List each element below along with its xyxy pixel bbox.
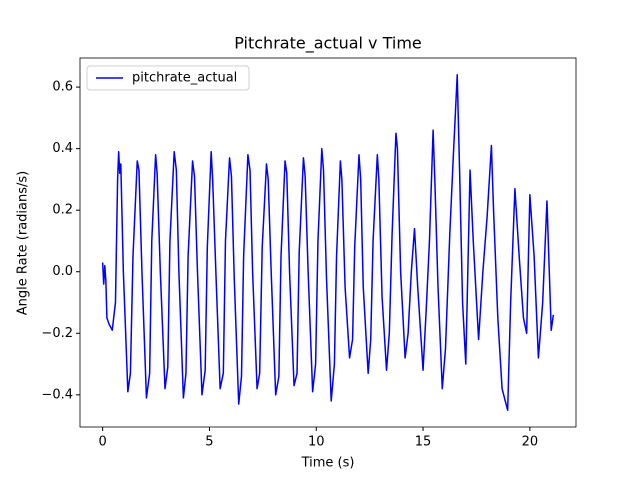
y-tick-label: 0.6 (52, 80, 73, 95)
y-tick-label: 0.4 (52, 141, 73, 156)
y-tick-label: 0.0 (52, 264, 73, 279)
x-tick-label: 15 (415, 435, 432, 450)
plot-frame (79, 57, 577, 428)
x-tick-label: 10 (308, 435, 325, 450)
data-line (101, 74, 555, 411)
y-tick-label: −0.2 (41, 326, 73, 341)
y-tick-label: 0.2 (52, 203, 73, 218)
y-tick-label: −0.4 (41, 387, 73, 402)
legend-box (86, 65, 250, 91)
x-tick-label: 20 (522, 435, 539, 450)
x-tick-label: 5 (205, 435, 213, 450)
legend-label: pitchrate_actual (132, 71, 237, 86)
chart-title: Pitchrate_actual v Time (234, 34, 422, 54)
x-axis-label: Time (s) (301, 456, 355, 471)
x-tick-label: 0 (99, 435, 107, 450)
y-axis-label: Angle Rate (radians/s) (16, 171, 31, 316)
